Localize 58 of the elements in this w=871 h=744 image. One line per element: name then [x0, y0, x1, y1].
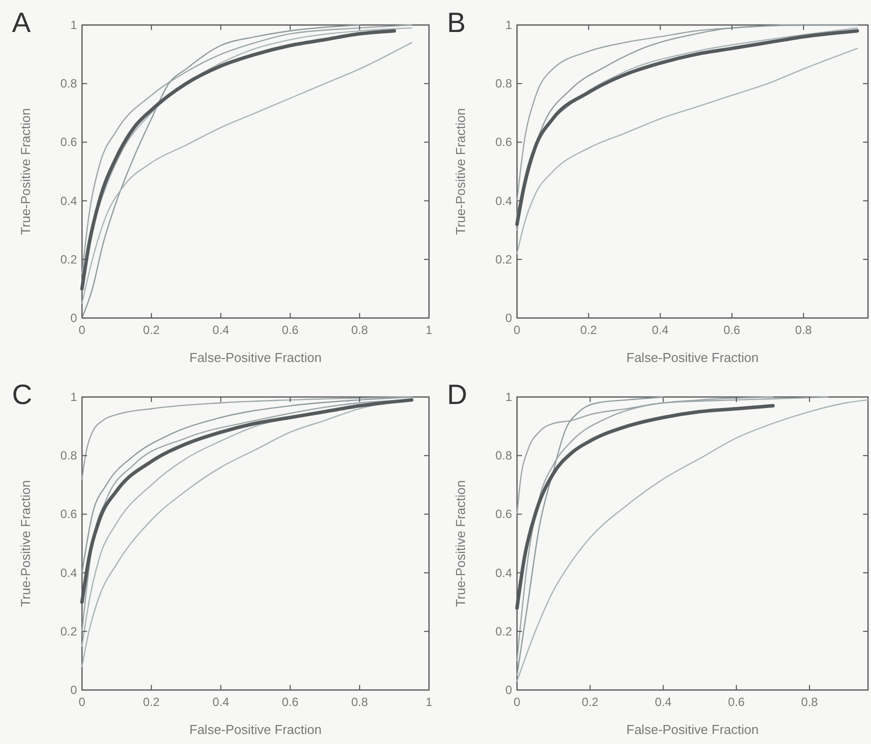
y-tick-label: 1	[70, 18, 78, 32]
chart-title: B	[447, 7, 466, 38]
y-tick-label: 0.8	[60, 448, 78, 463]
y-tick-label: 0.4	[495, 194, 512, 208]
chart-title: C	[12, 379, 32, 410]
x-tick-label: 0.4	[654, 695, 672, 709]
y-tick-label: 0.8	[60, 76, 78, 91]
x-axis-title: False-Positive Fraction	[189, 722, 322, 737]
y-axis-title: True-Positive Fraction	[453, 480, 468, 607]
x-axis-title: False-Positive Fraction	[626, 350, 759, 365]
y-tick-label: 0	[70, 683, 78, 697]
y-axis-title: True-Positive Fraction	[453, 108, 468, 235]
y-tick-label: 1	[70, 390, 78, 404]
x-tick-label: 0.6	[282, 695, 299, 709]
y-tick-label: 1	[505, 18, 512, 32]
x-tick-label: 0.6	[282, 323, 299, 337]
y-tick-label: 0.6	[60, 135, 78, 150]
y-tick-label: 0.6	[60, 507, 78, 522]
y-axis-title: True-Positive Fraction	[18, 480, 33, 607]
x-tick-label: 0.2	[143, 323, 160, 337]
y-tick-label: 0.4	[60, 566, 78, 580]
x-tick-label: 0.8	[351, 695, 368, 709]
y-tick-label: 0	[505, 311, 512, 325]
x-tick-label: 0	[514, 323, 521, 337]
y-tick-label: 0.6	[495, 135, 512, 150]
x-tick-label: 0.2	[582, 695, 599, 709]
y-tick-label: 0.8	[495, 76, 512, 91]
y-tick-label: 0.8	[495, 448, 512, 463]
x-tick-label: 0.4	[652, 323, 669, 337]
y-tick-label: 0.2	[495, 252, 512, 266]
x-tick-label: 0.6	[728, 695, 746, 709]
x-tick-label: 0	[514, 695, 521, 709]
y-tick-label: 0	[70, 311, 78, 325]
x-tick-label: 0.2	[143, 695, 160, 709]
x-tick-label: 0.4	[212, 323, 230, 337]
x-tick-label: 0.8	[351, 323, 368, 337]
chart-title: D	[447, 379, 468, 410]
x-tick-label: 0	[78, 323, 86, 337]
x-tick-label: 0.4	[212, 695, 230, 709]
x-tick-label: 0	[78, 695, 86, 709]
x-tick-label: 0.8	[801, 695, 818, 709]
x-tick-label: 0.8	[795, 323, 812, 337]
x-axis-title: False-Positive Fraction	[189, 350, 322, 365]
x-tick-label: 1	[426, 323, 433, 337]
y-tick-label: 0.2	[495, 624, 512, 638]
x-axis-title: False-Positive Fraction	[626, 722, 759, 737]
y-tick-label: 0.2	[60, 252, 78, 266]
x-tick-label: 0.6	[724, 323, 741, 337]
y-tick-label: 1	[505, 390, 512, 404]
chart-title: A	[12, 7, 31, 38]
y-axis-title: True-Positive Fraction	[18, 108, 33, 235]
y-tick-label: 0.2	[60, 624, 78, 638]
y-tick-label: 0.6	[495, 507, 512, 522]
y-tick-label: 0.4	[495, 566, 512, 580]
y-tick-label: 0	[505, 683, 512, 697]
y-tick-label: 0.4	[60, 194, 78, 208]
x-tick-label: 1	[426, 695, 433, 709]
x-tick-label: 0.2	[580, 323, 598, 337]
